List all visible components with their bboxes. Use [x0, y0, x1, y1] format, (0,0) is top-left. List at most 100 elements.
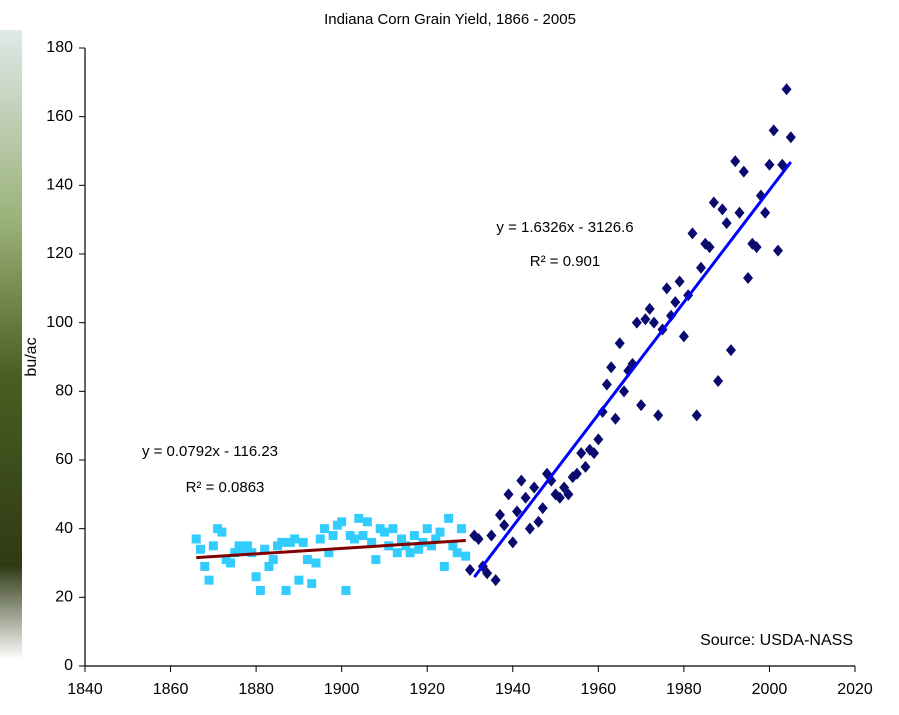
data-point	[226, 559, 235, 568]
trendline-r2: R² = 0.0863	[186, 479, 265, 496]
data-point	[359, 531, 368, 540]
data-point	[576, 447, 586, 459]
data-point	[726, 344, 736, 356]
data-point	[354, 514, 363, 523]
data-point	[653, 409, 663, 421]
data-point	[436, 528, 445, 537]
data-point	[406, 548, 415, 557]
data-point	[662, 282, 672, 294]
data-point	[730, 155, 740, 167]
data-point	[329, 531, 338, 540]
y-tick-label: 80	[55, 383, 73, 400]
data-point	[294, 576, 303, 585]
x-tick-label: 1880	[238, 681, 274, 698]
data-point	[299, 538, 308, 547]
y-tick-label: 60	[55, 451, 73, 468]
data-point	[739, 166, 749, 178]
y-tick-label: 180	[46, 39, 73, 56]
data-point	[337, 517, 346, 526]
data-point	[209, 541, 218, 550]
data-point	[196, 545, 205, 554]
x-tick-label: 1840	[67, 681, 103, 698]
data-point	[504, 488, 514, 500]
data-point	[615, 337, 625, 349]
data-point	[444, 514, 453, 523]
x-tick-label: 1860	[153, 681, 189, 698]
data-point	[735, 207, 745, 219]
data-point	[593, 433, 603, 445]
data-point	[423, 524, 432, 533]
x-tick-label: 1940	[495, 681, 531, 698]
data-point	[486, 530, 496, 542]
data-point	[760, 207, 770, 219]
data-point	[743, 272, 753, 284]
chart-title: Indiana Corn Grain Yield, 1866 - 2005	[324, 11, 576, 28]
data-point	[350, 534, 359, 543]
source-note: Source: USDA-NASS	[700, 632, 853, 649]
data-point	[645, 303, 655, 315]
data-point	[269, 555, 278, 564]
data-point	[316, 534, 325, 543]
data-point	[687, 227, 697, 239]
data-point	[277, 538, 286, 547]
data-point	[713, 375, 723, 387]
y-tick-label: 20	[55, 589, 73, 606]
data-point	[533, 516, 543, 528]
x-tick-label: 2000	[752, 681, 788, 698]
y-tick-label: 0	[64, 657, 73, 674]
data-point	[461, 552, 470, 561]
data-point	[465, 564, 475, 576]
data-point	[769, 124, 779, 136]
data-point	[205, 576, 214, 585]
data-point	[692, 409, 702, 421]
background-photo	[0, 30, 22, 660]
chart: Indiana Corn Grain Yield, 1866 - 2005 bu…	[0, 0, 899, 715]
data-point	[320, 524, 329, 533]
data-point	[606, 361, 616, 373]
x-tick-label: 2020	[837, 681, 873, 698]
trendline-r2: R² = 0.901	[530, 253, 600, 270]
data-point	[393, 548, 402, 557]
data-point	[363, 517, 372, 526]
trendline-equation: y = 1.6326x - 3126.6	[496, 219, 633, 236]
data-point	[538, 502, 548, 514]
data-point	[499, 519, 509, 531]
data-point	[307, 579, 316, 588]
data-point	[602, 378, 612, 390]
data-point	[440, 562, 449, 571]
data-point	[717, 203, 727, 215]
data-point	[722, 217, 732, 229]
data-point	[525, 523, 535, 535]
data-point	[491, 574, 501, 586]
data-point	[303, 555, 312, 564]
data-point	[200, 562, 209, 571]
data-point	[410, 531, 419, 540]
data-point	[632, 317, 642, 329]
data-point	[649, 317, 659, 329]
data-point	[610, 413, 620, 425]
y-tick-label: 120	[46, 245, 73, 262]
data-point	[521, 492, 531, 504]
data-point	[636, 399, 646, 411]
data-point	[380, 528, 389, 537]
data-point	[764, 159, 774, 171]
data-point	[508, 536, 518, 548]
data-point	[371, 555, 380, 564]
data-point	[495, 509, 505, 521]
data-point	[256, 586, 265, 595]
data-point	[192, 534, 201, 543]
x-tick-label: 1920	[409, 681, 445, 698]
data-point	[696, 262, 706, 274]
data-point	[457, 524, 466, 533]
y-tick-label: 100	[46, 314, 73, 331]
data-point	[679, 330, 689, 342]
data-point	[282, 586, 291, 595]
data-point	[675, 275, 685, 287]
data-point	[252, 572, 261, 581]
data-point	[786, 131, 796, 143]
data-point	[389, 524, 398, 533]
y-axis-label: bu/ac	[23, 337, 40, 376]
data-point	[709, 197, 719, 209]
x-tick-label: 1960	[581, 681, 617, 698]
data-point	[312, 559, 321, 568]
